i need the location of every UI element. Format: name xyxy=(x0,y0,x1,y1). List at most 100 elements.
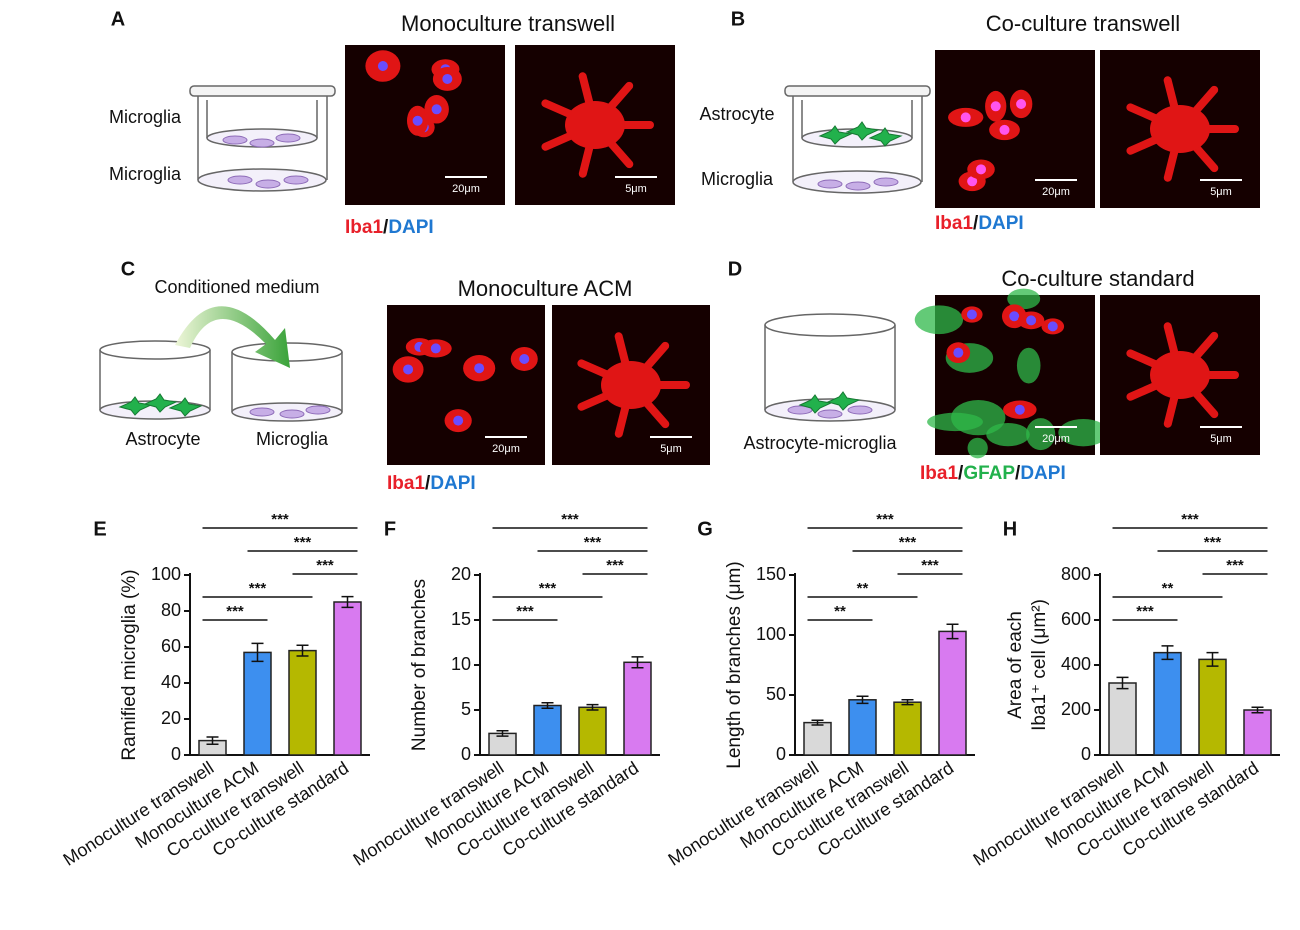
y-tick-label: 50 xyxy=(766,684,786,704)
stain-separator: / xyxy=(1015,463,1021,484)
nucleus xyxy=(430,343,441,354)
significance-label: *** xyxy=(294,534,312,551)
significance-label: ** xyxy=(1162,580,1174,597)
scale-bar-label: 5μm xyxy=(1210,433,1232,445)
y-tick-label: 40 xyxy=(161,672,181,692)
y-tick-label: 0 xyxy=(776,744,786,764)
stain-legend: Iba1/GFAP/DAPI xyxy=(920,463,1066,484)
panel-letter: F xyxy=(384,518,396,540)
stain-name: Iba1 xyxy=(935,213,973,234)
stain-name: Iba1 xyxy=(387,473,425,494)
stain-name: Iba1 xyxy=(345,217,383,238)
panel-letter: C xyxy=(121,258,135,280)
error-bar xyxy=(856,695,869,705)
nucleus xyxy=(431,104,442,115)
panel-letter: D xyxy=(728,258,742,280)
microglia-cell xyxy=(279,409,305,419)
nucleus xyxy=(953,347,964,358)
nucleus xyxy=(999,124,1010,135)
microglia-cell xyxy=(255,179,281,189)
bar xyxy=(1108,682,1137,756)
microglia-cell xyxy=(601,361,661,409)
micrograph: 20μm xyxy=(387,305,545,465)
microglia-cell xyxy=(305,405,331,415)
panel-letter: B xyxy=(731,8,745,30)
stain-separator: / xyxy=(958,463,964,484)
y-axis-label: Area of each xyxy=(1005,611,1026,719)
panel-letter: E xyxy=(93,518,106,540)
y-tick-label: 15 xyxy=(451,609,471,629)
significance-label: *** xyxy=(271,511,289,528)
scale-bar-label: 5μm xyxy=(1210,186,1232,198)
y-tick-label: 600 xyxy=(1061,609,1091,629)
panel-title: Co-culture standard xyxy=(1001,266,1194,291)
significance-label: *** xyxy=(516,603,534,620)
schematic-label: Conditioned medium xyxy=(154,277,319,297)
microglia-cell xyxy=(222,135,248,145)
nucleus xyxy=(474,363,485,374)
schematic-label: Microglia xyxy=(109,164,182,184)
astrocyte-cell xyxy=(168,397,203,417)
bar xyxy=(578,706,607,756)
y-tick-label: 0 xyxy=(1081,744,1091,764)
schematic-label: Astrocyte xyxy=(125,429,200,449)
nucleus xyxy=(377,61,388,72)
scale-bar-label: 20μm xyxy=(492,443,520,455)
stain-name: DAPI xyxy=(1020,463,1065,484)
significance-label: *** xyxy=(921,557,939,574)
error-bar xyxy=(341,595,354,609)
gfap-cell xyxy=(1058,418,1109,447)
y-tick-label: 100 xyxy=(756,624,786,644)
error-bar xyxy=(586,703,599,711)
bar xyxy=(893,701,922,756)
y-tick-label: 150 xyxy=(756,564,786,584)
significance-label: *** xyxy=(316,557,334,574)
micrograph: 5μm xyxy=(1100,295,1260,455)
nucleus xyxy=(967,176,978,187)
stain-name: GFAP xyxy=(963,463,1015,484)
significance-label: *** xyxy=(876,511,894,528)
significance-label: *** xyxy=(561,511,579,528)
error-bar xyxy=(206,736,219,745)
micrograph: 20μm xyxy=(914,288,1109,459)
scale-bar-label: 20μm xyxy=(1042,433,1070,445)
bar xyxy=(1198,658,1227,756)
gfap-cell xyxy=(1007,288,1041,310)
significance-label: *** xyxy=(539,580,557,597)
panel-title: Co-culture transwell xyxy=(986,11,1180,36)
bar xyxy=(1153,651,1182,756)
significance-label: *** xyxy=(249,580,267,597)
y-tick-label: 0 xyxy=(171,744,181,764)
significance-label: *** xyxy=(226,603,244,620)
y-axis-label: Ramified microglia (%) xyxy=(119,569,140,760)
schematic-label: Microglia xyxy=(109,107,182,127)
astrocyte-cell xyxy=(818,125,853,145)
stain-name: Iba1 xyxy=(920,463,958,484)
y-tick-label: 0 xyxy=(461,744,471,764)
microglia-cell xyxy=(283,175,309,185)
error-bar xyxy=(1206,651,1219,667)
y-tick-label: 400 xyxy=(1061,654,1091,674)
y-axis-label: Number of branches xyxy=(409,579,430,751)
microglia-cell xyxy=(873,177,899,187)
nucleus xyxy=(1009,311,1020,322)
scale-bar-label: 5μm xyxy=(660,443,682,455)
nucleus xyxy=(966,309,977,320)
significance-label: *** xyxy=(606,557,624,574)
microglia-cell xyxy=(227,175,253,185)
bar xyxy=(333,601,362,756)
panel-letter: G xyxy=(697,518,713,540)
y-tick-label: 60 xyxy=(161,636,181,656)
schematic-label: Microglia xyxy=(256,429,329,449)
significance-label: *** xyxy=(1204,534,1222,551)
microglia-cell xyxy=(249,138,275,148)
bar xyxy=(848,699,877,756)
stain-legend: Iba1/DAPI xyxy=(935,213,1024,234)
significance-label: ** xyxy=(834,603,846,620)
y-tick-label: 20 xyxy=(451,564,471,584)
y-tick-label: 800 xyxy=(1061,564,1091,584)
bar xyxy=(803,721,832,756)
microglia-cell xyxy=(847,405,873,415)
micrograph: 5μm xyxy=(515,45,675,205)
